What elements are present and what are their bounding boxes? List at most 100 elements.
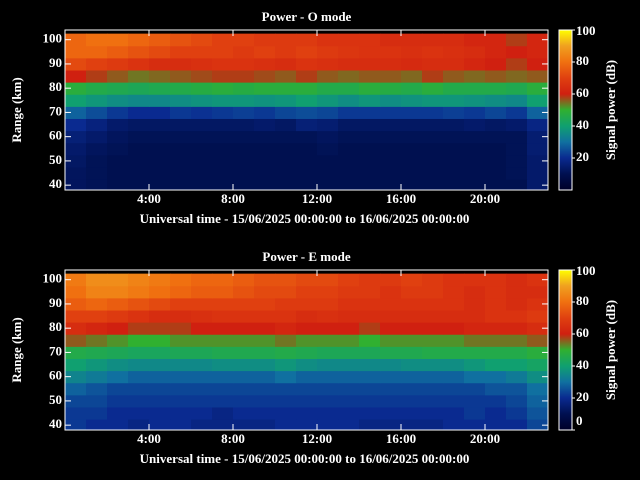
heatmap-cell xyxy=(128,179,150,190)
heatmap-cell xyxy=(233,70,255,83)
heatmap-cell xyxy=(191,130,213,144)
heatmap-cell xyxy=(254,142,276,156)
heatmap-cell xyxy=(86,297,108,311)
heatmap-cell xyxy=(443,70,465,83)
heatmap-cell xyxy=(128,358,150,372)
heatmap-cell xyxy=(191,142,213,156)
heatmap-cell xyxy=(107,57,129,71)
heatmap-cell xyxy=(464,130,486,144)
heatmap-cell xyxy=(191,382,213,396)
heatmap-cell xyxy=(65,285,87,299)
y-tick-label: 50 xyxy=(49,392,62,407)
heatmap-cell xyxy=(296,285,318,299)
heatmap-cell xyxy=(443,273,465,287)
heatmap-cell xyxy=(359,166,381,180)
heatmap-cell xyxy=(506,94,528,107)
heatmap-cell xyxy=(233,118,255,132)
heatmap-cell xyxy=(212,310,234,323)
heatmap-cell xyxy=(254,179,276,190)
heatmap-cell xyxy=(506,406,528,420)
heatmap-cell xyxy=(317,285,339,299)
heatmap-cell xyxy=(422,142,444,156)
heatmap-cell xyxy=(170,154,192,168)
heatmap-cell xyxy=(317,370,339,384)
heatmap-cell xyxy=(128,346,150,359)
heatmap-cell xyxy=(380,57,402,71)
heatmap-cell xyxy=(149,82,171,95)
heatmap-cell xyxy=(107,166,129,180)
heatmap-cell xyxy=(359,358,381,372)
heatmap-cell xyxy=(170,370,192,384)
heatmap-cell xyxy=(317,406,339,420)
heatmap-cell xyxy=(254,419,276,430)
heatmap-cell xyxy=(443,382,465,396)
heatmap-cell xyxy=(485,273,507,287)
heatmap-cell xyxy=(107,82,129,95)
heatmap-cell xyxy=(443,370,465,384)
heatmap-cell xyxy=(275,419,297,430)
heatmap-cell xyxy=(317,382,339,396)
heatmap-cell xyxy=(527,334,548,347)
heatmap-cell xyxy=(401,322,423,335)
heatmap-cell xyxy=(380,82,402,95)
heatmap-cell xyxy=(443,322,465,335)
heatmap-cell xyxy=(107,45,129,59)
heatmap-cell xyxy=(401,142,423,156)
heatmap-cell xyxy=(275,130,297,144)
heatmap-cell xyxy=(149,166,171,180)
heatmap-cell xyxy=(149,142,171,156)
heatmap-cell xyxy=(506,370,528,384)
heatmap-cell xyxy=(359,310,381,323)
heatmap-cell xyxy=(212,142,234,156)
heatmap-cell xyxy=(359,106,381,119)
heatmap-cell xyxy=(401,382,423,396)
heatmap-cell xyxy=(401,297,423,311)
heatmap-cell xyxy=(296,70,318,83)
heatmap-cell xyxy=(485,130,507,144)
heatmap-cell xyxy=(233,57,255,71)
heatmap-cell xyxy=(464,334,486,347)
heatmap-cell xyxy=(86,130,108,144)
heatmap-cell xyxy=(170,322,192,335)
heatmap-cell xyxy=(485,179,507,190)
heatmap-cell xyxy=(233,166,255,180)
heatmap-cell xyxy=(464,394,486,408)
heatmap-cell xyxy=(506,166,528,180)
heatmap-cell xyxy=(338,130,360,144)
heatmap-cell xyxy=(401,45,423,59)
heatmap-cell xyxy=(380,142,402,156)
panel-title: Power - E mode xyxy=(262,249,350,264)
heatmap-cell xyxy=(107,394,129,408)
heatmap-cell xyxy=(128,394,150,408)
plot-frame xyxy=(64,29,549,191)
heatmap-cell xyxy=(485,285,507,299)
heatmap-cell xyxy=(296,322,318,335)
heatmap-cell xyxy=(485,419,507,430)
heatmap-cell xyxy=(296,310,318,323)
heatmap-cell xyxy=(65,33,87,47)
heatmap-cell xyxy=(317,142,339,156)
heatmap-cell xyxy=(191,322,213,335)
heatmap-cell xyxy=(338,419,360,430)
heatmap-cell xyxy=(359,334,381,347)
heatmap-cell xyxy=(107,382,129,396)
heatmap-cell xyxy=(443,358,465,372)
heatmap-cell xyxy=(527,179,548,190)
heatmap-cell xyxy=(401,33,423,47)
heatmap-cell xyxy=(464,106,486,119)
heatmap-cell xyxy=(422,130,444,144)
heatmap-cell xyxy=(128,118,150,132)
heatmap-cell xyxy=(338,406,360,420)
heatmap-cell xyxy=(401,358,423,372)
heatmap-cell xyxy=(65,166,87,180)
heatmap-cell xyxy=(527,45,548,59)
heatmap-cell xyxy=(485,297,507,311)
heatmap-cell xyxy=(212,382,234,396)
x-tick-label: 8:00 xyxy=(221,191,245,206)
colorbar-tick-label: 40 xyxy=(576,357,589,372)
heatmap-cell xyxy=(65,179,87,190)
heatmap-cell xyxy=(65,82,87,95)
heatmap-cell xyxy=(380,106,402,119)
heatmap-cell xyxy=(191,106,213,119)
x-axis-label: Universal time - 15/06/2025 00:00:00 to … xyxy=(140,451,470,466)
